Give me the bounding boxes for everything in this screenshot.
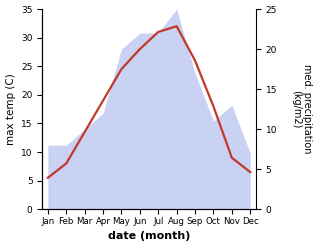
X-axis label: date (month): date (month)	[108, 231, 190, 242]
Y-axis label: max temp (C): max temp (C)	[5, 73, 16, 145]
Y-axis label: med. precipitation
(kg/m2): med. precipitation (kg/m2)	[291, 64, 313, 154]
